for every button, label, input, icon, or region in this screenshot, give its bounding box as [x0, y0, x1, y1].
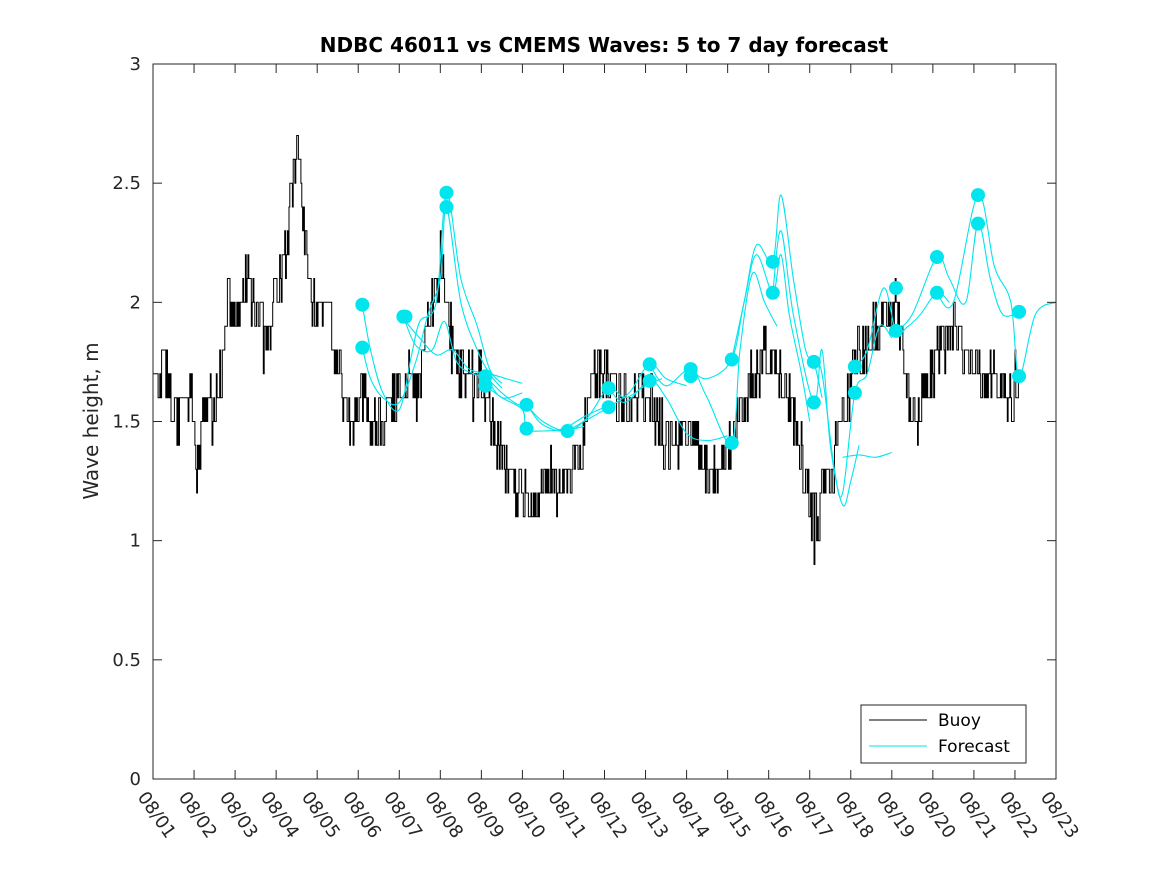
legend-forecast-label: Forecast	[938, 737, 1010, 757]
forecast-marker-11	[560, 424, 575, 439]
forecast-marker-27	[888, 323, 903, 338]
forecast-series-line-2	[361, 206, 503, 406]
forecast-series-line-13	[772, 230, 860, 507]
forecast-marker-23	[806, 395, 821, 410]
forecast-marker-9	[519, 397, 534, 412]
forecast-marker-26	[888, 281, 903, 296]
forecast-series-line-18	[842, 451, 892, 458]
forecast-marker-20	[765, 254, 780, 269]
forecast-marker-6	[439, 200, 454, 214]
forecast-series-line-9	[608, 380, 728, 442]
forecast-marker-10	[519, 421, 534, 436]
legend-buoy-label: Buoy	[938, 711, 981, 731]
forecast-marker-28	[929, 250, 944, 265]
forecast-series-line-6	[485, 385, 605, 432]
forecast-marker-15	[642, 373, 657, 388]
y-tick-label: 0	[130, 769, 141, 790]
forecast-series-line-11	[690, 254, 811, 422]
forecast-series-line-17	[936, 194, 1057, 377]
forecast-marker-22	[806, 354, 821, 369]
forecast-marker-14	[642, 357, 657, 372]
forecast-series-line-4	[402, 318, 523, 384]
forecast-marker-25	[847, 385, 862, 400]
y-tick-label: 0.5	[112, 650, 141, 671]
forecast-series-line-7	[526, 378, 663, 432]
forecast-marker-30	[971, 188, 986, 203]
forecast-marker-31	[971, 216, 986, 231]
y-axis-label: Wave height, m	[79, 342, 103, 499]
forecast-marker-32	[1012, 304, 1027, 319]
forecast-marker-4	[398, 309, 413, 324]
forecast-marker-2	[355, 340, 370, 355]
y-tick-label: 2	[130, 292, 141, 313]
y-tick-label: 1.5	[112, 412, 141, 433]
forecast-marker-17	[683, 369, 698, 384]
forecast-marker-5	[439, 185, 454, 200]
legend: Buoy Forecast	[860, 704, 1027, 764]
forecast-marker-29	[929, 285, 944, 300]
plot-background	[153, 64, 1056, 779]
forecast-series-line-16	[895, 223, 1020, 332]
forecast-marker-24	[847, 359, 862, 374]
legend-box	[860, 704, 1027, 764]
forecast-marker-18	[724, 352, 739, 367]
forecast-series-line-3	[402, 316, 523, 399]
forecast-marker-1	[355, 297, 370, 312]
forecast-marker-19	[724, 435, 739, 450]
chart-title: NDBC 46011 vs CMEMS Waves: 5 to 7 day fo…	[320, 33, 889, 57]
forecast-series-line-1	[361, 192, 503, 412]
forecast-marker-8	[478, 378, 493, 393]
y-tick-label: 1	[130, 531, 141, 552]
forecast-marker-13	[601, 400, 616, 415]
buoy-series-line	[153, 135, 1019, 565]
forecast-marker-21	[765, 285, 780, 300]
y-tick-label: 2.5	[112, 173, 141, 194]
y-tick-label: 3	[130, 54, 141, 75]
forecast-marker-12	[601, 381, 616, 396]
forecast-series-line-8	[567, 363, 687, 432]
forecast-marker-33	[1012, 369, 1027, 384]
